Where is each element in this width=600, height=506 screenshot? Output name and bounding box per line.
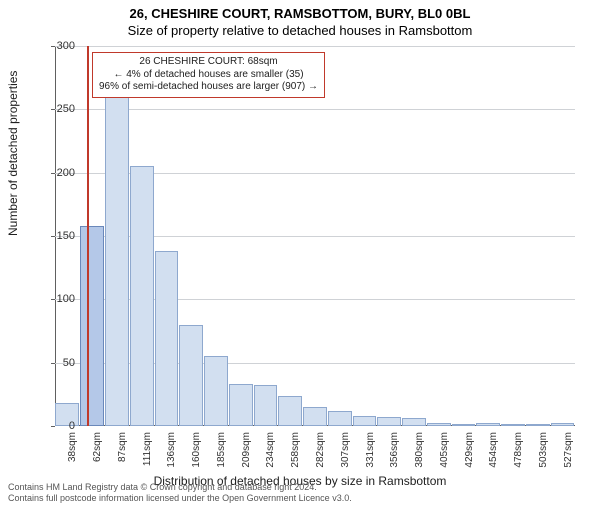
histogram-bar bbox=[501, 424, 525, 426]
footer-line-1: Contains HM Land Registry data © Crown c… bbox=[8, 482, 352, 493]
page-subtitle: Size of property relative to detached ho… bbox=[0, 23, 600, 38]
histogram-bar bbox=[551, 423, 575, 426]
grid-line bbox=[55, 109, 575, 110]
histogram-bar bbox=[402, 418, 426, 426]
xtick-label: 527sqm bbox=[563, 432, 574, 482]
histogram-chart bbox=[55, 46, 575, 426]
ytick-label: 100 bbox=[35, 293, 75, 305]
ytick-label: 0 bbox=[35, 420, 75, 432]
histogram-bar bbox=[353, 416, 377, 426]
plot-area bbox=[55, 46, 575, 426]
ytick-label: 300 bbox=[35, 40, 75, 52]
histogram-bar bbox=[476, 423, 500, 426]
xtick-label: 307sqm bbox=[340, 432, 351, 482]
y-axis-title: Number of detached properties bbox=[6, 71, 20, 236]
annotation-line-1: 26 CHESHIRE COURT: 68sqm bbox=[99, 56, 318, 69]
xtick-label: 38sqm bbox=[67, 432, 78, 482]
xtick-label: 478sqm bbox=[513, 432, 524, 482]
histogram-bar bbox=[377, 417, 401, 426]
xtick-label: 454sqm bbox=[488, 432, 499, 482]
histogram-bar bbox=[155, 251, 179, 426]
histogram-bar bbox=[105, 92, 129, 426]
histogram-bar bbox=[427, 423, 451, 426]
histogram-bar bbox=[80, 226, 104, 426]
xtick-label: 503sqm bbox=[538, 432, 549, 482]
histogram-bar bbox=[278, 396, 302, 426]
xtick-label: 185sqm bbox=[216, 432, 227, 482]
histogram-bar bbox=[179, 325, 203, 426]
histogram-bar bbox=[526, 424, 550, 426]
footer-line-2: Contains full postcode information licen… bbox=[8, 493, 352, 504]
histogram-bar bbox=[130, 166, 154, 426]
ytick-label: 150 bbox=[35, 230, 75, 242]
grid-line bbox=[55, 46, 575, 47]
xtick-label: 111sqm bbox=[142, 432, 153, 482]
xtick-label: 331sqm bbox=[365, 432, 376, 482]
marker-line bbox=[87, 46, 89, 426]
xtick-label: 429sqm bbox=[464, 432, 475, 482]
xtick-label: 209sqm bbox=[241, 432, 252, 482]
xtick-label: 136sqm bbox=[166, 432, 177, 482]
ytick-label: 200 bbox=[35, 167, 75, 179]
annotation-box: 26 CHESHIRE COURT: 68sqm ← 4% of detache… bbox=[92, 52, 325, 98]
xtick-label: 160sqm bbox=[191, 432, 202, 482]
histogram-bar bbox=[229, 384, 253, 426]
annotation-line-3: 96% of semi-detached houses are larger (… bbox=[99, 81, 318, 94]
page-title: 26, CHESHIRE COURT, RAMSBOTTOM, BURY, BL… bbox=[0, 6, 600, 21]
histogram-bar bbox=[328, 411, 352, 426]
footer-credits: Contains HM Land Registry data © Crown c… bbox=[8, 482, 352, 504]
histogram-bar bbox=[452, 424, 476, 426]
histogram-bar bbox=[303, 407, 327, 426]
xtick-label: 380sqm bbox=[414, 432, 425, 482]
xtick-label: 87sqm bbox=[117, 432, 128, 482]
annotation-line-2: ← 4% of detached houses are smaller (35) bbox=[99, 69, 318, 82]
xtick-label: 258sqm bbox=[290, 432, 301, 482]
xtick-label: 234sqm bbox=[265, 432, 276, 482]
xtick-label: 282sqm bbox=[315, 432, 326, 482]
histogram-bar bbox=[254, 385, 278, 426]
xtick-label: 405sqm bbox=[439, 432, 450, 482]
xtick-label: 62sqm bbox=[92, 432, 103, 482]
histogram-bar bbox=[204, 356, 228, 426]
xtick-label: 356sqm bbox=[389, 432, 400, 482]
ytick-label: 250 bbox=[35, 103, 75, 115]
ytick-label: 50 bbox=[35, 357, 75, 369]
